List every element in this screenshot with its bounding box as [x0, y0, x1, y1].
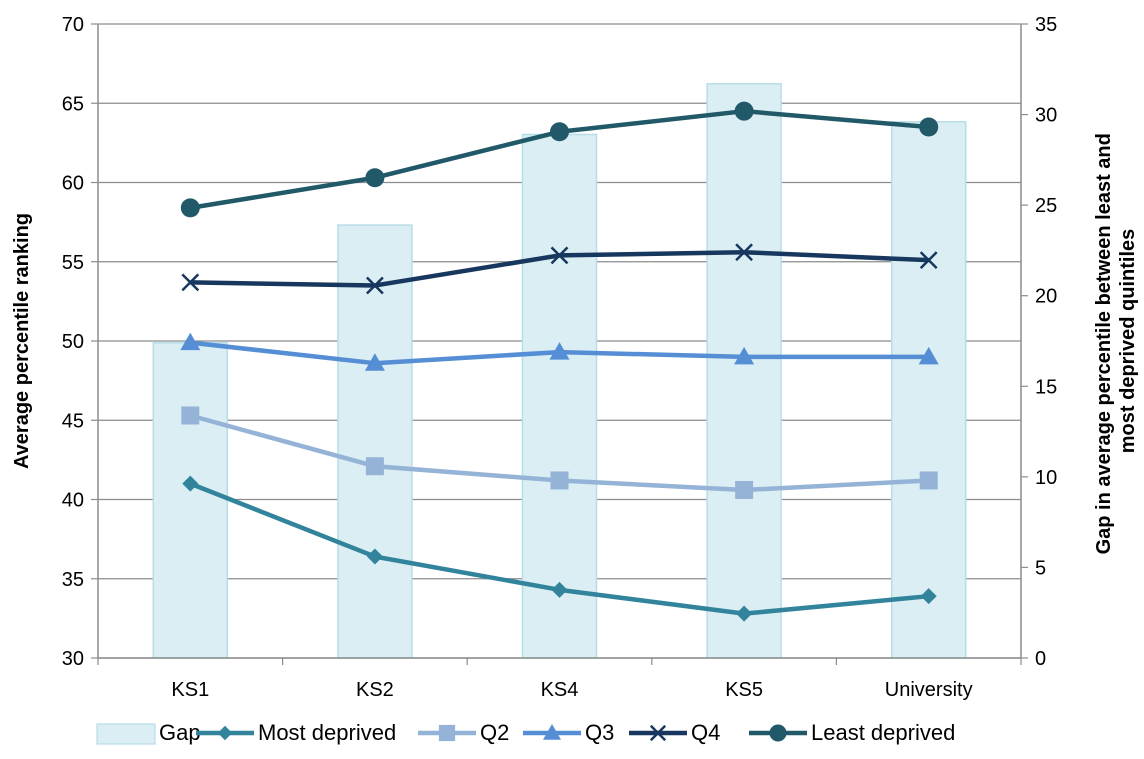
point-marker-square	[438, 724, 456, 742]
y-axis-right-title: Gap in average percentile between least …	[1093, 128, 1139, 555]
legend-label: Least deprived	[811, 720, 955, 745]
point-marker-circle	[919, 117, 939, 137]
point-marker-circle	[550, 122, 569, 142]
point-marker-x	[181, 273, 200, 292]
x-tick-label: KS1	[171, 679, 209, 701]
point-marker-square	[365, 457, 384, 476]
y-right-tick-label: 0	[1035, 648, 1046, 670]
x-tick-label: KS4	[541, 679, 579, 701]
gap-bars	[152, 83, 967, 659]
legend-item-q3: Q3	[523, 720, 614, 745]
y-left-tick-label: 55	[62, 252, 84, 274]
y-right-tick-label: 35	[1035, 14, 1057, 36]
y-left-tick-label: 50	[62, 331, 84, 353]
gap-bar	[337, 224, 413, 659]
point-marker-x	[919, 251, 938, 270]
point-marker-diamond	[182, 475, 199, 492]
point-marker-diamond	[920, 588, 937, 605]
point-marker-triangle	[543, 724, 561, 740]
legend-label: Gap	[159, 720, 201, 745]
series-q2	[181, 406, 938, 499]
point-marker-circle	[734, 101, 754, 121]
point-marker-square	[550, 471, 569, 490]
point-marker-diamond	[217, 725, 233, 741]
tick-labels: 30 35 40 45 50 55 60 65 70 0 5 10 15 20 25 30 35 KS1 KS2 KS…	[62, 14, 1058, 701]
series-q4	[181, 243, 938, 295]
x-tick-label: University	[885, 679, 973, 701]
point-marker-square	[181, 406, 200, 425]
y-left-tick-label: 65	[62, 93, 84, 115]
y-right-tick-label: 5	[1035, 557, 1046, 579]
point-marker-diamond	[366, 548, 383, 565]
legend: Gap Most deprived Q2 Q3 Q4 Least deprived	[96, 720, 955, 745]
point-marker-x	[366, 276, 384, 295]
legend-label: Q3	[585, 720, 614, 745]
point-marker-diamond	[736, 605, 753, 622]
y-right-tick-label: 25	[1035, 195, 1057, 217]
point-marker-triangle	[734, 346, 755, 365]
point-marker-x	[550, 246, 569, 265]
legend-item-q2: Q2	[418, 720, 509, 745]
point-marker-circle	[365, 168, 385, 188]
axes	[91, 23, 1028, 665]
legend-label: Q4	[691, 720, 720, 745]
point-marker-x	[649, 724, 667, 742]
y-left-tick-label: 35	[62, 569, 84, 591]
y-right-tick-label: 30	[1035, 105, 1057, 127]
gap-bar	[152, 342, 229, 659]
point-marker-triangle	[364, 353, 385, 371]
series-lines	[180, 101, 939, 622]
y-axis-left-title: Average percentile ranking	[11, 213, 33, 469]
gap-bar	[890, 121, 967, 659]
series-least-deprived	[180, 101, 939, 218]
gap-bar	[706, 83, 782, 659]
legend-label: Most deprived	[258, 720, 396, 745]
y-right-tick-label: 15	[1035, 376, 1057, 398]
y-left-tick-label: 70	[62, 14, 84, 36]
point-marker-square	[919, 471, 938, 490]
x-tick-label: KS5	[725, 679, 763, 701]
y-left-tick-label: 30	[62, 648, 84, 670]
y-axis-right-title-line-1: Gap in average percentile between least …	[1093, 133, 1115, 554]
gap-bar	[521, 133, 598, 659]
legend-item-least-deprived: Least deprived	[749, 720, 955, 745]
point-marker-diamond	[551, 581, 568, 598]
point-marker-triangle	[180, 332, 201, 351]
y-left-tick-label: 40	[62, 490, 84, 512]
series-most-deprived	[182, 475, 937, 622]
point-marker-triangle	[549, 342, 570, 360]
y-axis-right-title-line-2: most deprived quintiles	[1117, 229, 1139, 453]
legend-label: Q2	[480, 720, 509, 745]
legend-item-q4: Q4	[629, 720, 720, 745]
series-q3	[180, 332, 939, 371]
legend-item-gap: Gap	[96, 720, 201, 745]
y-right-tick-label: 10	[1035, 467, 1057, 489]
point-marker-triangle	[918, 346, 939, 365]
y-left-tick-label: 45	[62, 410, 84, 432]
y-left-tick-label: 60	[62, 173, 84, 195]
point-marker-square	[735, 480, 754, 499]
y-right-tick-label: 20	[1035, 286, 1057, 308]
point-marker-x	[735, 243, 753, 262]
point-marker-circle	[769, 724, 787, 742]
x-tick-label: KS2	[356, 679, 394, 701]
point-marker-circle	[180, 198, 200, 218]
legend-swatch-bar	[96, 723, 156, 745]
legend-item-most-deprived: Most deprived	[196, 720, 396, 745]
